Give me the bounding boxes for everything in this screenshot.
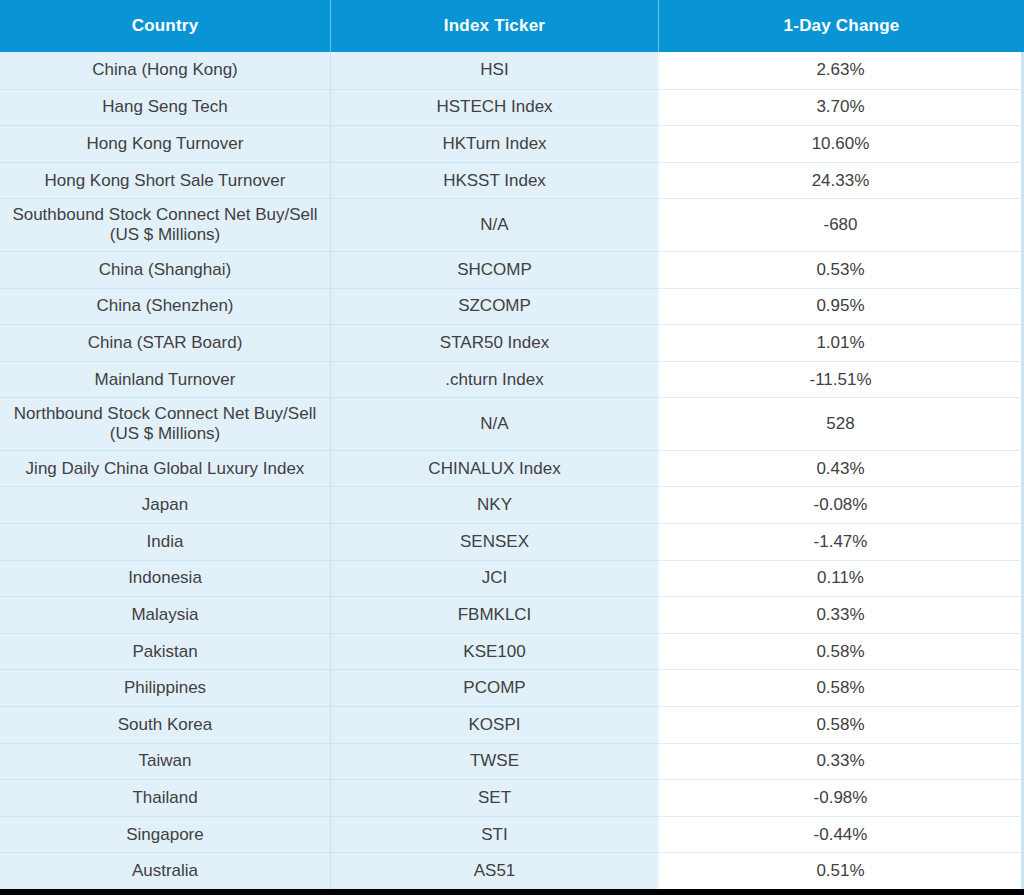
cell-country: Hong Kong Short Sale Turnover bbox=[0, 162, 330, 199]
cell-index-ticker: STI bbox=[330, 816, 658, 853]
cell-country: China (Shanghai) bbox=[0, 251, 330, 288]
cell-1-day-change: 0.58% bbox=[658, 706, 1024, 743]
cell-country: Pakistan bbox=[0, 633, 330, 670]
cell-country: Taiwan bbox=[0, 743, 330, 780]
column-header-index-ticker: Index Ticker bbox=[330, 0, 658, 52]
cell-1-day-change: 24.33% bbox=[658, 162, 1024, 199]
cell-country: Northbound Stock Connect Net Buy/Sell (U… bbox=[0, 397, 330, 450]
cell-index-ticker: CHINALUX Index bbox=[330, 450, 658, 487]
cell-1-day-change: 1.01% bbox=[658, 324, 1024, 361]
cell-country: China (STAR Board) bbox=[0, 324, 330, 361]
cell-country: Thailand bbox=[0, 779, 330, 816]
cell-1-day-change: -0.98% bbox=[658, 779, 1024, 816]
cell-index-ticker: N/A bbox=[330, 198, 658, 251]
cell-index-ticker: HKTurn Index bbox=[330, 125, 658, 162]
cell-country: Japan bbox=[0, 486, 330, 523]
cell-1-day-change: 0.33% bbox=[658, 596, 1024, 633]
table-row: China (Hong Kong) HSI 2.63% bbox=[0, 52, 1024, 89]
table-row: South Korea KOSPI 0.58% bbox=[0, 706, 1024, 743]
table-row: Malaysia FBMKLCI 0.33% bbox=[0, 596, 1024, 633]
cell-1-day-change: 10.60% bbox=[658, 125, 1024, 162]
table-row: Singapore STI -0.44% bbox=[0, 816, 1024, 853]
table-row: Philippines PCOMP 0.58% bbox=[0, 669, 1024, 706]
cell-country: Australia bbox=[0, 852, 330, 889]
cell-index-ticker: JCI bbox=[330, 560, 658, 597]
cell-country: Mainland Turnover bbox=[0, 361, 330, 398]
table-row: Hong Kong Short Sale Turnover HKSST Inde… bbox=[0, 162, 1024, 199]
cell-index-ticker: .chturn Index bbox=[330, 361, 658, 398]
cell-1-day-change: 0.51% bbox=[658, 852, 1024, 889]
cell-1-day-change: 0.58% bbox=[658, 669, 1024, 706]
cell-country: South Korea bbox=[0, 706, 330, 743]
table-row: Pakistan KSE100 0.58% bbox=[0, 633, 1024, 670]
cell-1-day-change: -0.44% bbox=[658, 816, 1024, 853]
cell-index-ticker: SZCOMP bbox=[330, 288, 658, 325]
asia-market-index-table: Country Index Ticker 1-Day Change China … bbox=[0, 0, 1024, 895]
cell-index-ticker: NKY bbox=[330, 486, 658, 523]
cell-index-ticker: KOSPI bbox=[330, 706, 658, 743]
table-row: India SENSEX -1.47% bbox=[0, 523, 1024, 560]
table-row: Hong Kong Turnover HKTurn Index 10.60% bbox=[0, 125, 1024, 162]
table-body: China (Hong Kong) HSI 2.63% Hang Seng Te… bbox=[0, 52, 1024, 889]
cell-index-ticker: KSE100 bbox=[330, 633, 658, 670]
cell-1-day-change: 0.43% bbox=[658, 450, 1024, 487]
cell-index-ticker: HSI bbox=[330, 52, 658, 89]
table-row: Southbound Stock Connect Net Buy/Sell (U… bbox=[0, 198, 1024, 251]
table-row: Thailand SET -0.98% bbox=[0, 779, 1024, 816]
cell-country: China (Shenzhen) bbox=[0, 288, 330, 325]
cell-index-ticker: TWSE bbox=[330, 743, 658, 780]
cell-1-day-change: 0.33% bbox=[658, 743, 1024, 780]
cell-1-day-change: -11.51% bbox=[658, 361, 1024, 398]
cell-index-ticker: AS51 bbox=[330, 852, 658, 889]
cell-country: Singapore bbox=[0, 816, 330, 853]
table-row: Hang Seng Tech HSTECH Index 3.70% bbox=[0, 89, 1024, 126]
table-row: Japan NKY -0.08% bbox=[0, 486, 1024, 523]
cell-index-ticker: HSTECH Index bbox=[330, 89, 658, 126]
cell-1-day-change: -680 bbox=[658, 198, 1024, 251]
cell-country: Hong Kong Turnover bbox=[0, 125, 330, 162]
cell-country: China (Hong Kong) bbox=[0, 52, 330, 89]
table-row: China (Shenzhen) SZCOMP 0.95% bbox=[0, 288, 1024, 325]
cell-1-day-change: -0.08% bbox=[658, 486, 1024, 523]
cell-index-ticker: PCOMP bbox=[330, 669, 658, 706]
cell-index-ticker: SET bbox=[330, 779, 658, 816]
cell-1-day-change: 0.58% bbox=[658, 633, 1024, 670]
table-header-row: Country Index Ticker 1-Day Change bbox=[0, 0, 1024, 52]
table-row: Northbound Stock Connect Net Buy/Sell (U… bbox=[0, 397, 1024, 450]
table-row: Australia AS51 0.51% bbox=[0, 852, 1024, 889]
cell-country: Indonesia bbox=[0, 560, 330, 597]
cell-index-ticker: FBMKLCI bbox=[330, 596, 658, 633]
cell-country: India bbox=[0, 523, 330, 560]
cell-index-ticker: N/A bbox=[330, 397, 658, 450]
cell-country: Hang Seng Tech bbox=[0, 89, 330, 126]
cell-1-day-change: 0.53% bbox=[658, 251, 1024, 288]
table-row: Taiwan TWSE 0.33% bbox=[0, 743, 1024, 780]
cell-country: Southbound Stock Connect Net Buy/Sell (U… bbox=[0, 198, 330, 251]
table-row: Mainland Turnover .chturn Index -11.51% bbox=[0, 361, 1024, 398]
cell-1-day-change: -1.47% bbox=[658, 523, 1024, 560]
cell-1-day-change: 2.63% bbox=[658, 52, 1024, 89]
cell-1-day-change: 528 bbox=[658, 397, 1024, 450]
cell-country: Jing Daily China Global Luxury Index bbox=[0, 450, 330, 487]
cell-country: Malaysia bbox=[0, 596, 330, 633]
cell-1-day-change: 0.95% bbox=[658, 288, 1024, 325]
cell-index-ticker: SENSEX bbox=[330, 523, 658, 560]
cell-1-day-change: 0.11% bbox=[658, 560, 1024, 597]
cell-country: Philippines bbox=[0, 669, 330, 706]
column-header-country: Country bbox=[0, 0, 330, 52]
column-header-1-day-change: 1-Day Change bbox=[658, 0, 1024, 52]
table-row: China (Shanghai) SHCOMP 0.53% bbox=[0, 251, 1024, 288]
table-row: Indonesia JCI 0.11% bbox=[0, 560, 1024, 597]
table-row: Jing Daily China Global Luxury Index CHI… bbox=[0, 450, 1024, 487]
cell-index-ticker: SHCOMP bbox=[330, 251, 658, 288]
table-row: China (STAR Board) STAR50 Index 1.01% bbox=[0, 324, 1024, 361]
cell-index-ticker: HKSST Index bbox=[330, 162, 658, 199]
cell-index-ticker: STAR50 Index bbox=[330, 324, 658, 361]
cell-1-day-change: 3.70% bbox=[658, 89, 1024, 126]
